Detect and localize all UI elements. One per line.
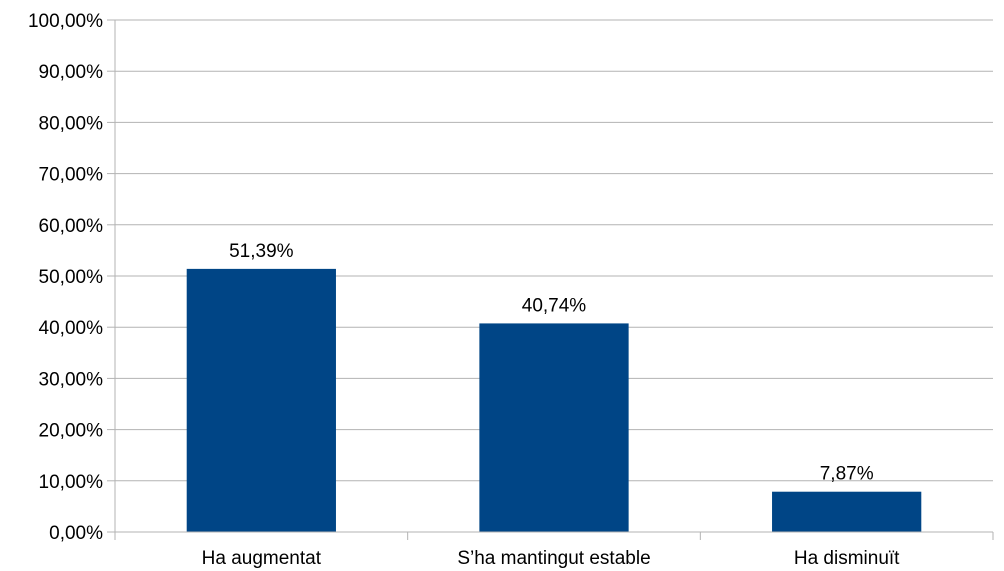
data-label: 51,39%: [229, 241, 294, 262]
y-tick-label: 60,00%: [39, 216, 104, 237]
y-axis-tick-labels: 0,00% 10,00% 20,00% 30,00% 40,00% 50,00% 60,00…: [28, 11, 103, 544]
data-labels: 51,39% 40,74% 7,87%: [229, 241, 874, 485]
data-label: 40,74%: [522, 295, 587, 316]
y-tick-label: 20,00%: [39, 421, 104, 442]
bar: [479, 323, 629, 532]
bars: [186, 268, 922, 532]
x-category-label: Ha disminuït: [794, 548, 900, 569]
x-category-label: Ha augmentat: [202, 548, 322, 569]
bar: [772, 491, 922, 532]
bar: [186, 268, 336, 532]
x-axis-category-labels: Ha augmentat S’ha mantingut estable Ha dis…: [202, 548, 901, 569]
axes: [107, 19, 994, 540]
x-category-label: S’ha mantingut estable: [457, 548, 650, 569]
y-tick-label: 80,00%: [39, 113, 104, 134]
y-tick-label: 0,00%: [49, 523, 103, 544]
y-tick-label: 90,00%: [39, 62, 104, 83]
y-tick-label: 40,00%: [39, 318, 104, 339]
data-label: 7,87%: [820, 464, 874, 485]
y-tick-label: 70,00%: [39, 165, 104, 186]
y-tick-label: 50,00%: [39, 267, 104, 288]
y-tick-label: 10,00%: [39, 472, 104, 493]
y-tick-label: 100,00%: [28, 11, 103, 32]
y-tick-label: 30,00%: [39, 369, 104, 390]
